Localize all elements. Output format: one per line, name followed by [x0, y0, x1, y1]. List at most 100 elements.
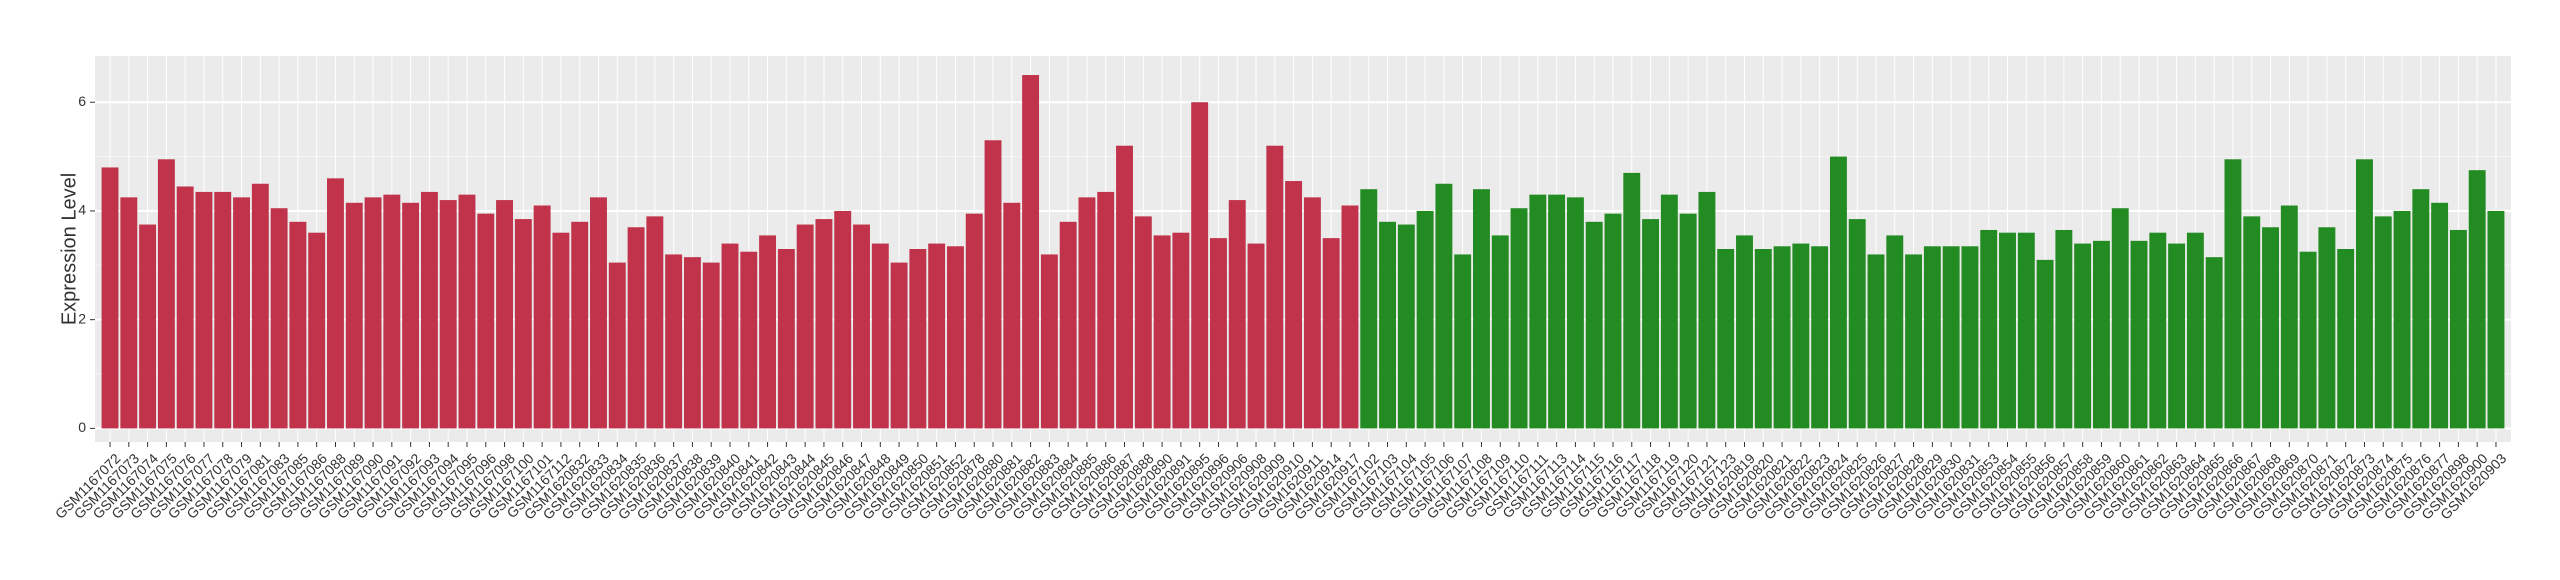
- bar: [796, 224, 814, 429]
- bar: [1285, 181, 1303, 429]
- bar: [1923, 246, 1941, 429]
- bar: [1172, 232, 1190, 429]
- bar: [627, 227, 645, 429]
- bar: [1698, 191, 1716, 429]
- bar: [1736, 235, 1753, 429]
- bar: [2168, 243, 2186, 429]
- bar: [815, 219, 833, 429]
- y-tick-label: 0: [78, 419, 86, 435]
- bar: [1848, 219, 1866, 429]
- bar: [1679, 213, 1697, 429]
- bar: [533, 205, 551, 429]
- bar: [308, 232, 326, 429]
- bar: [1773, 246, 1791, 429]
- bar: [984, 140, 1002, 429]
- bar: [1003, 202, 1021, 429]
- bar: [890, 262, 908, 429]
- bar: [1811, 246, 1829, 429]
- bar: [139, 224, 157, 429]
- bar: [946, 246, 964, 429]
- bar: [1754, 249, 1772, 429]
- bar: [2431, 202, 2449, 429]
- bar: [496, 200, 514, 429]
- bar: [345, 202, 363, 429]
- bar: [514, 219, 532, 429]
- bar: [477, 213, 495, 429]
- bar: [2412, 189, 2430, 429]
- bar: [1604, 213, 1622, 429]
- bar: [1792, 243, 1810, 429]
- bar: [909, 249, 927, 429]
- bar: [364, 197, 382, 429]
- bar: [759, 235, 777, 429]
- bar: [2337, 249, 2355, 429]
- bar: [2487, 210, 2505, 429]
- bar: [270, 208, 288, 429]
- bar: [702, 262, 720, 429]
- bar: [2393, 210, 2411, 429]
- bar: [2149, 232, 2167, 429]
- bar: [1886, 235, 1904, 429]
- bar: [1116, 145, 1133, 429]
- bar: [1341, 205, 1359, 429]
- bar: [327, 178, 344, 429]
- bar: [2280, 205, 2298, 429]
- bar: [1717, 249, 1735, 429]
- bar: [1566, 197, 1584, 429]
- plot-panel: [95, 56, 2511, 442]
- bar: [251, 183, 269, 429]
- bar: [289, 221, 307, 429]
- bar: [1210, 238, 1227, 429]
- bar: [1905, 254, 1923, 429]
- bar: [2186, 232, 2204, 429]
- bar: [777, 249, 795, 429]
- y-tick-label: 2: [78, 310, 86, 326]
- bar: [1097, 191, 1115, 429]
- bar: [420, 191, 438, 429]
- bar: [721, 243, 739, 429]
- bar: [1491, 235, 1509, 429]
- bar: [1980, 229, 1998, 429]
- bar: [608, 262, 626, 429]
- bar: [683, 257, 701, 429]
- bar: [965, 213, 983, 429]
- bar: [195, 191, 213, 429]
- bar: [2243, 216, 2261, 429]
- bar: [740, 251, 758, 429]
- bar: [2111, 208, 2129, 429]
- bar: [552, 232, 570, 429]
- bar: [1473, 189, 1490, 429]
- bar: [1510, 208, 1528, 429]
- bar: [176, 186, 194, 429]
- bar: [120, 197, 138, 429]
- bar: [928, 243, 946, 429]
- bar: [1078, 197, 1096, 429]
- bar: [1867, 254, 1885, 429]
- bar: [1829, 156, 1847, 429]
- bar: [1247, 243, 1265, 429]
- bar: [2318, 227, 2336, 429]
- bar: [646, 216, 664, 429]
- bar: [1961, 246, 1979, 429]
- bar: [1322, 238, 1340, 429]
- bar: [2130, 240, 2148, 429]
- bar: [2074, 243, 2092, 429]
- bar: [2205, 257, 2223, 429]
- bar: [853, 224, 870, 429]
- bar: [101, 167, 119, 429]
- bar: [402, 202, 420, 429]
- bar: [1134, 216, 1152, 429]
- bar: [2262, 227, 2279, 429]
- bar: [2299, 251, 2317, 429]
- bar: [2356, 159, 2373, 429]
- bar: [439, 200, 457, 429]
- bar: [1040, 254, 1058, 429]
- bar: [1416, 210, 1434, 429]
- bar: [1435, 183, 1453, 429]
- bar: [1585, 221, 1603, 429]
- bar: [2092, 240, 2110, 429]
- bar: [157, 159, 175, 429]
- bar: [1942, 246, 1960, 429]
- bar: [233, 197, 250, 429]
